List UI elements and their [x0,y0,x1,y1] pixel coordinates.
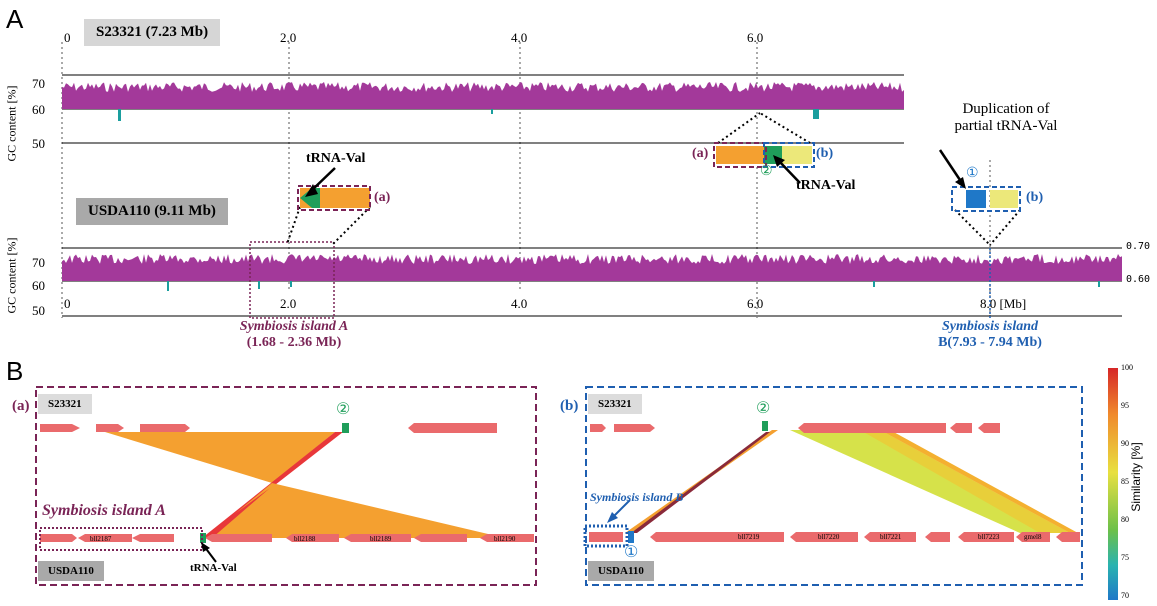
gc-tick: 70 [32,76,45,91]
circle-1-right: ① [624,544,639,561]
gene-label: gmel8 [1024,533,1042,541]
gene-label: bll2187 [90,535,112,543]
gene-label: bll7221 [880,533,902,541]
island-b-caption: Symbiosis island B(7.93 - 7.94 Mb) [910,319,1070,351]
similarity-tick: 95 [1121,401,1129,410]
island-a-box [249,241,335,319]
label-usda110-left: USDA110 [38,561,104,581]
island-a-caption: Symbiosis island A (1.68 - 2.36 Mb) [204,319,384,351]
duplication-note: Duplication of partial tRNA-Val [932,101,1080,135]
island-a-label-b: Symbiosis island A [42,502,166,519]
right-tick: 0.70 [1126,241,1151,252]
island-b-label-b: Symbiosis island B [590,490,684,504]
island-a-small-box [39,527,203,551]
gene-label: bll7223 [978,533,1000,541]
gc-tick: 50 [32,136,45,151]
inset-a-box [297,185,371,211]
scale-bottom-tick: 8.0 [Mb] [980,296,1027,311]
scale-bottom-tick: 0 [64,296,71,311]
similarity-tick: 100 [1121,363,1133,372]
panel-a-graphics [61,42,1122,319]
mark-b-top: (b) [816,146,834,161]
gene-label: bll2189 [370,535,392,543]
inset-b-box [951,186,1021,212]
circle-2-right: ② [756,400,771,417]
gene-label: bll2188 [294,535,316,543]
circle-1-top: ① [966,166,979,181]
island-a-range: (1.68 - 2.36 Mb) [246,335,342,350]
panel-label-b: B [6,356,24,386]
scale-top-tick: 0 [64,30,71,45]
scale-top-tick: 2.0 [280,30,297,45]
scale-top-tick: 6.0 [747,30,764,45]
similarity-tick: 70 [1121,591,1129,600]
gc-tick: 50 [32,303,45,318]
scale-bottom-tick: 6.0 [747,296,764,311]
similarity-tick: 90 [1121,439,1129,448]
island-a-title: Symbiosis island A [239,319,349,334]
circle-2-left: ② [336,401,351,418]
label-s23321-right: S23321 [588,394,642,414]
mark-a-bottom: (a) [374,190,391,205]
panel-label-a: A [6,4,24,34]
similarity-label: Similarity [%] [1129,442,1143,512]
similarity-tick: 80 [1121,515,1129,524]
mark-a-top: (a) [692,146,709,161]
gene-label: bll2190 [494,535,516,543]
similarity-tick: 75 [1121,553,1129,562]
gc-track-usda110 [62,247,1122,317]
genome-label-s23321: S23321 (7.23 Mb) [84,19,221,46]
similarity-tick: 85 [1121,477,1129,486]
genome-label-usda110: USDA110 (9.11 Mb) [76,198,228,225]
island-b-title: Symbiosis island [941,319,1039,334]
circle-2-top: ② [760,164,773,179]
gene-label: bll7219 [738,533,760,541]
gc-tick: 60 [32,278,45,293]
right-tick: 0.60 [1126,274,1151,285]
duplication-note-line1: Duplication of [962,101,1050,117]
scale-top-tick: 4.0 [511,30,528,45]
duplication-note-line2: partial tRNA-Val [954,118,1058,134]
gc-track-s23321 [62,74,904,144]
scale-bottom-tick: 2.0 [280,296,297,311]
island-b-range: B(7.93 - 7.94 Mb) [938,335,1042,350]
island-b-small-box [583,524,629,548]
panel-b-tag-b: (b) [560,398,579,414]
label-s23321-left: S23321 [38,394,92,414]
panel-b-left-box [35,386,537,586]
gc-tick: 60 [32,102,45,117]
trna-val-label-b: tRNA-Val [190,562,237,574]
trna-label-top: tRNA-Val [796,178,856,193]
panel-b-right-box [585,386,1083,586]
gene-label: bll7220 [818,533,840,541]
panel-b-tag-a: (a) [12,398,30,414]
similarity-colorbar [1108,368,1118,600]
trna-label-a: tRNA-Val [306,151,366,166]
label-usda110-right: USDA110 [588,561,654,581]
scale-bottom-tick: 4.0 [511,296,528,311]
gc-tick: 70 [32,255,45,270]
mark-b-bottom: (b) [1026,190,1044,205]
